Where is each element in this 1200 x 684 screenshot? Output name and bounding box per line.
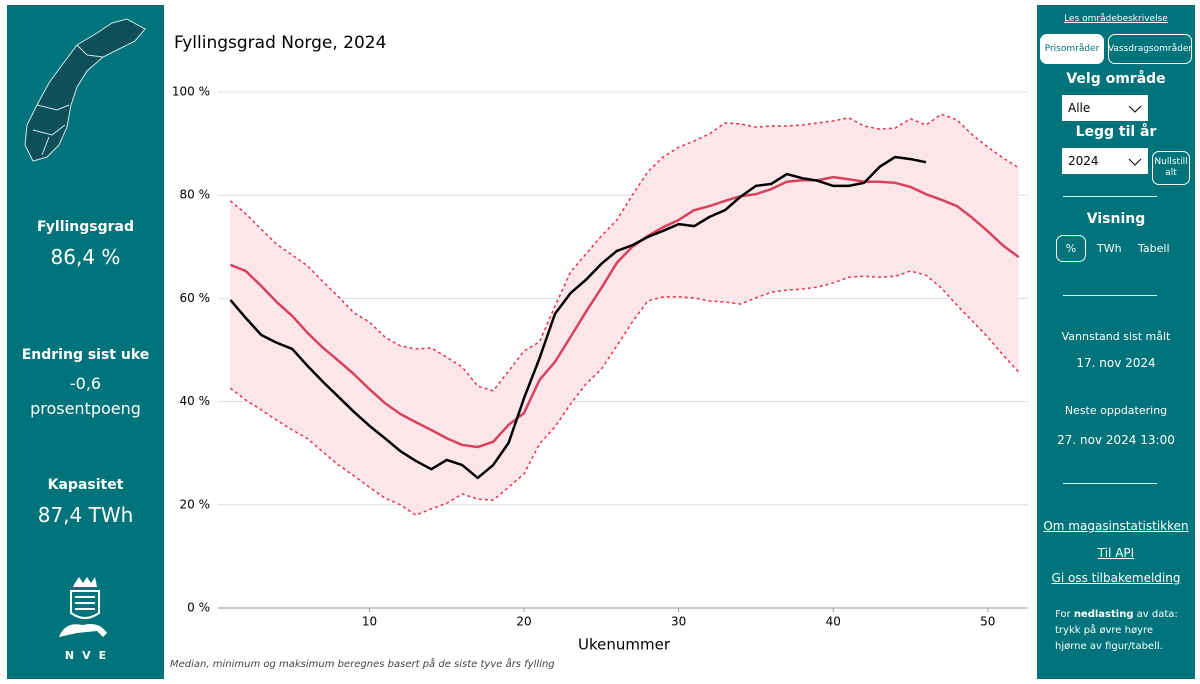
- chart-title: Fyllingsgrad Norge, 2024: [174, 33, 386, 53]
- stat-label: Fyllingsgrad: [36, 219, 135, 235]
- note-bold: nedlasting: [1073, 609, 1134, 620]
- series-line: [229, 155, 927, 480]
- chevron: [1128, 158, 1142, 166]
- stat-label: Kapasitet: [47, 477, 124, 493]
- dropdown-value: 2024: [1068, 154, 1099, 168]
- stat-value: -0,6: [69, 374, 102, 393]
- y-tick-label: 80 %: [180, 188, 211, 202]
- reset-button[interactable]: Nullstill alt: [1152, 151, 1190, 185]
- separator: [1063, 295, 1157, 296]
- x-tick-label: 40: [826, 615, 841, 629]
- y-tick-label: 0 %: [187, 601, 210, 615]
- left-panel: Fyllingsgrad 86,4 % Endring sist uke -0,…: [7, 5, 164, 679]
- x-tick-label: 50: [980, 615, 995, 629]
- map: [24, 18, 146, 162]
- y-tick-label: 40 %: [180, 394, 211, 408]
- info-label: Neste oppdatering: [1064, 404, 1168, 417]
- x-tick-label: 10: [362, 615, 377, 629]
- separator: [1063, 483, 1157, 484]
- y-tick-label: 60 %: [180, 291, 211, 305]
- right-panel: Les områdebeskrivelse Prisområder Vassdr…: [1037, 5, 1195, 679]
- footnote: Median, minimum og maksimum beregnes bas…: [170, 657, 555, 670]
- info-value: 27. nov 2024 13:00: [1057, 433, 1175, 447]
- stat-unit: prosentpoeng: [30, 399, 141, 418]
- dropdown-value: Alle: [1068, 101, 1091, 115]
- info-label: Vannstand sist målt: [1061, 330, 1171, 343]
- view-option[interactable]: Tabell: [1138, 242, 1170, 255]
- chevron: [1128, 105, 1142, 113]
- note-text: av data: trykk på øvre høyre hjørne av f…: [1055, 609, 1178, 652]
- link[interactable]: Til API: [1097, 546, 1135, 560]
- tab[interactable]: Vassdragsområder: [1108, 34, 1192, 64]
- x-axis-label: Ukenummer: [578, 636, 671, 654]
- note-text: For: [1055, 609, 1074, 620]
- x-tick-label: 20: [516, 615, 531, 629]
- stat-value: 86,4 %: [50, 245, 121, 269]
- tab[interactable]: Prisområder: [1040, 34, 1104, 64]
- stat-label: Endring sist uke: [21, 347, 150, 363]
- series-line: [229, 175, 1020, 449]
- info-value: 17. nov 2024: [1076, 356, 1156, 370]
- view-option[interactable]: TWh: [1097, 242, 1122, 255]
- dropdown[interactable]: Alle: [1062, 95, 1148, 121]
- x-tick-label: 30: [671, 615, 686, 629]
- field-label: Velg område: [1066, 71, 1166, 87]
- chart: Fyllingsgrad Norge, 2024 Ukenummer Media…: [170, 33, 1028, 670]
- separator: [1063, 196, 1157, 197]
- description-link[interactable]: Les områdebeskrivelse: [1064, 14, 1168, 24]
- y-tick-label: 20 %: [180, 497, 211, 511]
- logo-text: NVE: [64, 649, 115, 662]
- series-line: [229, 270, 1020, 516]
- link[interactable]: Om magasinstatistikken: [1043, 519, 1189, 533]
- view-option[interactable]: %: [1056, 235, 1086, 262]
- stat-value: 87,4 TWh: [37, 503, 134, 527]
- y-tick-label: 100 %: [172, 85, 210, 99]
- logo: [59, 577, 107, 637]
- field-label: Visning: [1086, 211, 1146, 227]
- series-line: [229, 113, 1020, 392]
- download-note: For nedlasting av data: trykk på øvre hø…: [1055, 607, 1179, 655]
- link[interactable]: Gi oss tilbakemelding: [1051, 571, 1181, 585]
- dropdown[interactable]: 2024: [1062, 148, 1148, 174]
- range-band: [230, 114, 1019, 516]
- field-label: Legg til år: [1075, 124, 1157, 140]
